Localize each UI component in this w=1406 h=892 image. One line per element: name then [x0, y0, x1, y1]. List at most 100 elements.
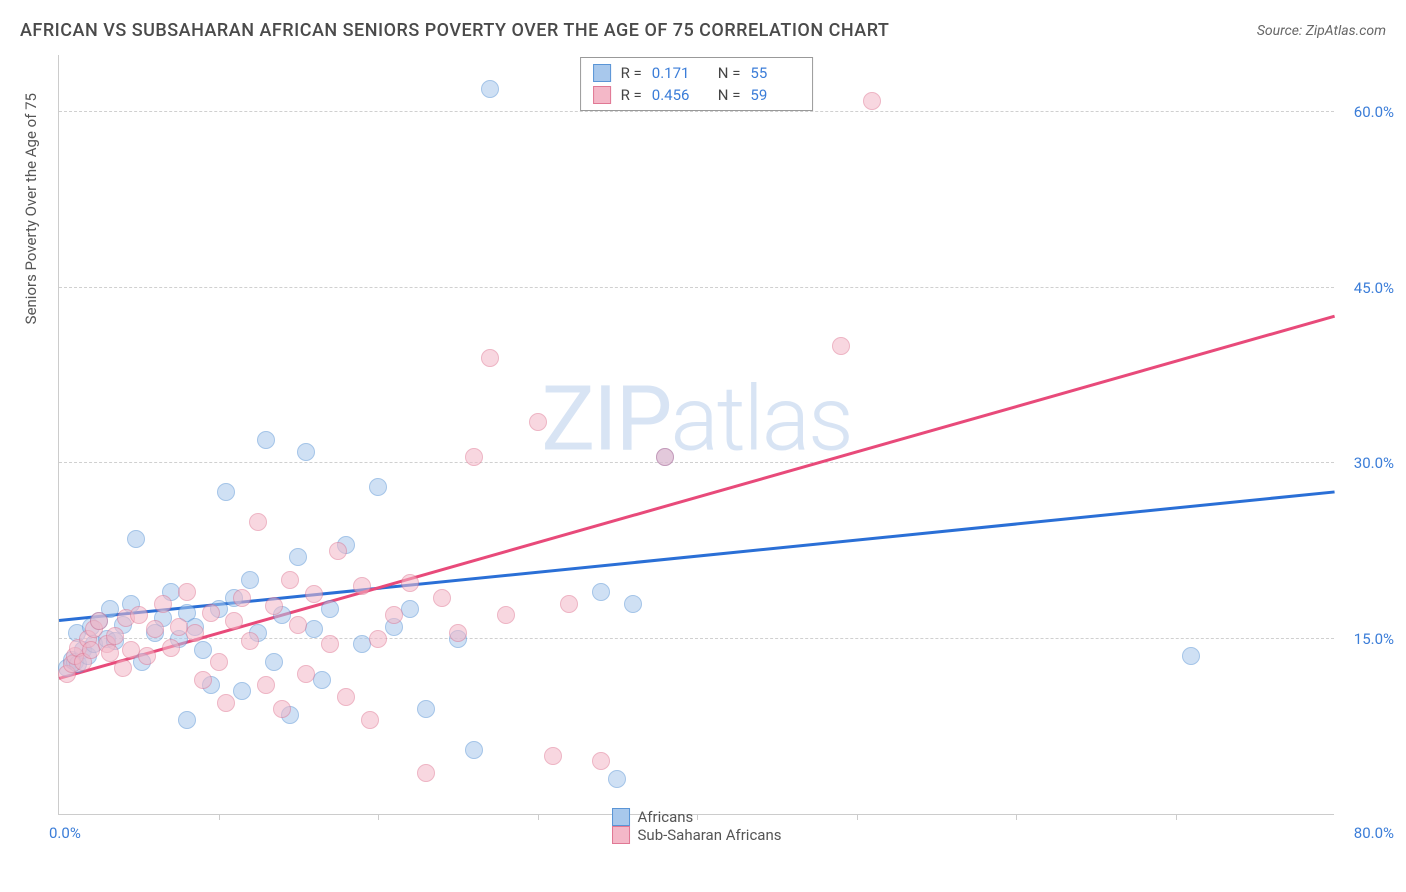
data-point [305, 620, 323, 638]
data-point [233, 682, 251, 700]
data-point [353, 577, 371, 595]
x-tick [378, 814, 379, 820]
data-point [313, 671, 331, 689]
trendline-subsaharan [59, 315, 1336, 680]
legend-swatch [612, 826, 630, 844]
data-point [194, 671, 212, 689]
data-point [401, 574, 419, 592]
data-point [329, 542, 347, 560]
y-tick-label: 60.0% [1354, 103, 1394, 121]
legend-item-africans: Africans [612, 808, 782, 826]
data-point [154, 595, 172, 613]
data-point [101, 644, 119, 662]
y-tick-label: 30.0% [1354, 454, 1394, 472]
data-point [217, 483, 235, 501]
data-point [257, 431, 275, 449]
y-axis-label: Seniors Poverty Over the Age of 75 [22, 93, 40, 324]
data-point [178, 711, 196, 729]
data-point [369, 630, 387, 648]
data-point [385, 606, 403, 624]
data-point [656, 448, 674, 466]
data-point [217, 694, 235, 712]
data-point [202, 604, 220, 622]
watermark-zip: ZIP [541, 367, 670, 472]
data-point [417, 700, 435, 718]
legend-item-subsaharan: Sub-Saharan Africans [612, 826, 782, 844]
data-point [481, 80, 499, 98]
data-point [225, 612, 243, 630]
data-point [281, 571, 299, 589]
x-max-label: 80.0% [1354, 824, 1394, 842]
legend-n-label: N = [718, 86, 741, 104]
data-point [146, 620, 164, 638]
watermark-atlas: atlas [670, 367, 851, 472]
legend-correlation: R =0.171N =55R =0.456N =59 [580, 57, 814, 111]
data-point [592, 752, 610, 770]
gridline: 45.0% [59, 287, 1334, 288]
data-point [832, 337, 850, 355]
data-point [127, 530, 145, 548]
x-tick [219, 814, 220, 820]
chart-title: AFRICAN VS SUBSAHARAN AFRICAN SENIORS PO… [20, 20, 889, 41]
legend-row-subsaharan: R =0.456N =59 [593, 84, 801, 106]
data-point [257, 676, 275, 694]
data-point [162, 639, 180, 657]
legend-swatch [593, 86, 611, 104]
data-point [305, 585, 323, 603]
legend-swatch [593, 64, 611, 82]
data-point [138, 647, 156, 665]
data-point [241, 571, 259, 589]
source-value: ZipAtlas.com [1306, 23, 1386, 39]
data-point [265, 597, 283, 615]
source-prefix: Source: [1257, 23, 1302, 39]
source-label: Source: ZipAtlas.com [1257, 23, 1386, 39]
data-point [265, 653, 283, 671]
data-point [608, 770, 626, 788]
data-point [417, 764, 435, 782]
plot-area: ZIPatlas 15.0%30.0%45.0%60.0% 0.0% 80.0%… [58, 55, 1334, 815]
data-point [624, 595, 642, 613]
watermark: ZIPatlas [541, 367, 851, 472]
x-tick [857, 814, 858, 820]
data-point [592, 583, 610, 601]
data-point [481, 349, 499, 367]
legend-r-label: R = [621, 64, 642, 82]
data-point [560, 595, 578, 613]
data-point [289, 616, 307, 634]
data-point [249, 513, 267, 531]
data-point [1182, 647, 1200, 665]
data-point [130, 606, 148, 624]
legend-n-value: 55 [750, 64, 800, 82]
legend-series-label: Sub-Saharan Africans [638, 826, 782, 844]
data-point [297, 665, 315, 683]
legend-r-value: 0.171 [652, 64, 702, 82]
data-point [529, 413, 547, 431]
data-point [90, 612, 108, 630]
legend-series: AfricansSub-Saharan Africans [612, 808, 782, 844]
data-point [449, 624, 467, 642]
data-point [544, 747, 562, 765]
data-point [241, 632, 259, 650]
data-point [106, 627, 124, 645]
legend-r-value: 0.456 [652, 86, 702, 104]
y-tick-label: 45.0% [1354, 279, 1394, 297]
data-point [194, 641, 212, 659]
x-origin-label: 0.0% [49, 824, 81, 842]
x-tick [538, 814, 539, 820]
data-point [233, 589, 251, 607]
data-point [337, 688, 355, 706]
data-point [497, 606, 515, 624]
legend-r-label: R = [621, 86, 642, 104]
data-point [465, 741, 483, 759]
legend-swatch [612, 808, 630, 826]
data-point [321, 635, 339, 653]
gridline: 30.0% [59, 462, 1334, 463]
data-point [863, 92, 881, 110]
x-tick [1176, 814, 1177, 820]
data-point [114, 659, 132, 677]
data-point [369, 478, 387, 496]
x-tick [1016, 814, 1017, 820]
data-point [273, 700, 291, 718]
y-tick-label: 15.0% [1354, 630, 1394, 648]
data-point [361, 711, 379, 729]
